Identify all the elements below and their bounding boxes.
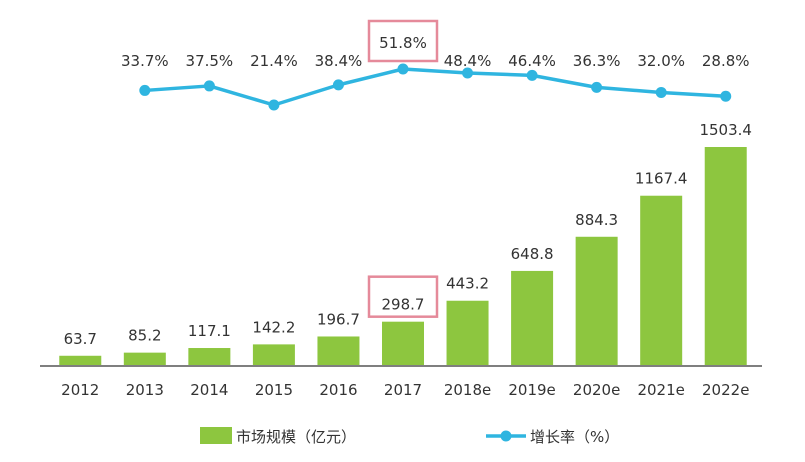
line-label-2022e: 28.8%: [702, 52, 750, 70]
line-point-2021e: [655, 86, 667, 98]
bar-value-labels: 63.7 85.2 117.1 142.2 196.7 298.7 443.2 648.8 88…: [64, 121, 752, 348]
line-series: [139, 63, 732, 111]
line-label-2019e: 46.4%: [508, 52, 556, 70]
bar-2019e: [511, 270, 554, 365]
line-point-2013: [139, 84, 151, 96]
line-label-2013: 33.7%: [121, 52, 169, 70]
bar-2013: [123, 352, 166, 365]
highlight-box-bar-2017: [367, 275, 439, 318]
line-point-2018e: [462, 67, 474, 79]
x-tick-2022e: 2022e: [702, 381, 749, 399]
line-point-2014: [203, 80, 215, 92]
highlight-boxes: [367, 19, 439, 318]
line-point-2016: [332, 79, 344, 91]
line-label-2014: 37.5%: [186, 52, 234, 70]
line-point-2022e: [720, 90, 732, 102]
line-label-2020e: 36.3%: [573, 52, 621, 70]
bar-label-2013: 85.2: [128, 327, 161, 345]
bar-2022e: [704, 147, 747, 365]
legend-bar-label: 市场规模（亿元）: [236, 428, 356, 446]
bar-label-2014: 117.1: [188, 322, 231, 340]
line-point-2017: [397, 63, 409, 75]
line-label-2017: 51.8%: [379, 34, 427, 52]
growth-rate-line: [144, 67, 726, 107]
bar-2012: [59, 355, 102, 365]
x-tick-2015: 2015: [255, 381, 293, 399]
line-label-2021e: 32.0%: [637, 52, 685, 70]
bar-label-2022e: 1503.4: [699, 121, 752, 139]
line-point-2019e: [526, 69, 538, 81]
bar-label-2016: 196.7: [317, 310, 360, 328]
legend: 市场规模（亿元） 增长率（%）: [200, 427, 619, 446]
line-label-2016: 38.4%: [315, 52, 363, 70]
bar-2021e: [640, 195, 683, 365]
line-point-2015: [268, 99, 280, 111]
bar-2015: [252, 344, 295, 365]
bar-label-2021e: 1167.4: [635, 170, 688, 188]
x-tick-2013: 2013: [126, 381, 164, 399]
line-point-2020e: [591, 81, 603, 93]
line-label-2015: 21.4%: [250, 52, 298, 70]
line-value-labels: 33.7% 37.5% 21.4% 38.4% 51.8% 48.4% 46.4% 36.3%…: [121, 34, 750, 70]
x-tick-2017: 2017: [384, 381, 422, 399]
x-tick-2021e: 2021e: [637, 381, 684, 399]
legend-line-marker: [500, 430, 512, 442]
bar-label-2019e: 648.8: [511, 245, 554, 263]
bar-2016: [317, 336, 360, 365]
x-tick-2020e: 2020e: [573, 381, 620, 399]
bar-2017: [382, 321, 424, 365]
x-tick-2014: 2014: [190, 381, 228, 399]
bar-label-2018e: 443.2: [446, 275, 489, 293]
line-label-2018e: 48.4%: [444, 52, 492, 70]
bar-series: [59, 147, 747, 365]
legend-line-label: 增长率（%）: [530, 428, 619, 446]
x-tick-2018e: 2018e: [444, 381, 491, 399]
x-tick-2019e: 2019e: [508, 381, 555, 399]
highlight-box-line-2017: [367, 19, 439, 63]
x-tick-2016: 2016: [319, 381, 357, 399]
bar-label-2020e: 884.3: [575, 211, 618, 229]
bar-2018e: [446, 300, 489, 365]
legend-bar-swatch: [200, 427, 232, 444]
bar-label-2017: 298.7: [382, 296, 425, 314]
bar-label-2012: 63.7: [64, 330, 97, 348]
bar-2020e: [575, 236, 618, 365]
x-tick-labels: 2012 2013 2014 2015 2016 2017 2018e 2019e 2020e 2…: [61, 381, 749, 399]
bar-2014: [188, 348, 231, 365]
x-tick-2012: 2012: [61, 381, 99, 399]
bar-label-2015: 142.2: [252, 318, 295, 336]
